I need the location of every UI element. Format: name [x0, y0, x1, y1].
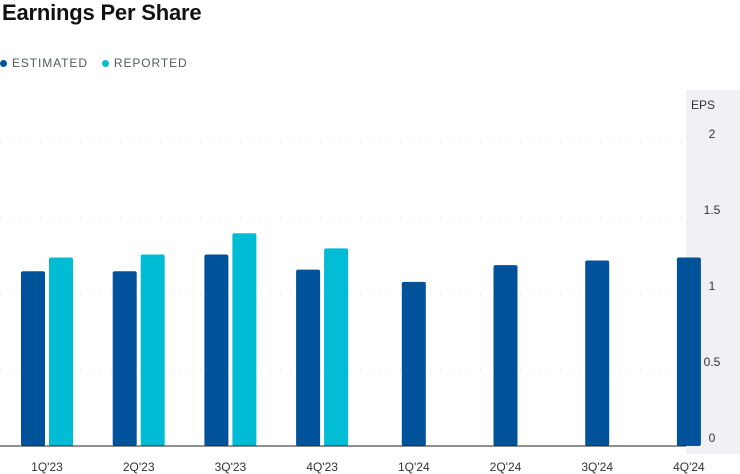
- bar-reported[interactable]: [232, 233, 257, 446]
- bars: [21, 233, 701, 446]
- x-tick-label: 4Q'23: [306, 460, 338, 474]
- bar-reported[interactable]: [140, 254, 165, 446]
- legend-label-estimated: ESTIMATED: [12, 56, 88, 70]
- x-tick-label: 2Q'24: [490, 460, 522, 474]
- y-tick-labels: 0 0.5 1 1.5 2: [704, 127, 721, 445]
- x-tick-labels: 1Q'23 2Q'23 3Q'23 4Q'23 1Q'24 2Q'24 3Q'24 4Q'24: [31, 460, 705, 474]
- bar-estimated[interactable]: [21, 271, 45, 446]
- legend: ESTIMATED REPORTED: [0, 56, 188, 70]
- bar-estimated[interactable]: [112, 271, 137, 446]
- y-tick-label: 2: [709, 127, 716, 141]
- bar-reported[interactable]: [324, 248, 349, 446]
- bar-estimated[interactable]: [204, 254, 229, 446]
- y-tick-label: 0.5: [704, 355, 721, 369]
- bar-estimated[interactable]: [676, 257, 701, 446]
- legend-item-reported[interactable]: REPORTED: [101, 56, 188, 70]
- bar-reported[interactable]: [49, 257, 73, 446]
- y-tick-label: 1: [709, 279, 716, 293]
- bar-estimated[interactable]: [401, 281, 426, 446]
- bar-estimated[interactable]: [493, 265, 518, 446]
- legend-label-reported: REPORTED: [113, 56, 188, 70]
- y-tick-label: 0: [709, 431, 716, 445]
- legend-item-estimated[interactable]: ESTIMATED: [0, 56, 88, 70]
- y-axis-label: EPS: [691, 98, 715, 112]
- x-tick-label: 1Q'23: [31, 460, 63, 474]
- chart-title: Earnings Per Share: [2, 0, 202, 25]
- x-tick-label: 4Q'24: [673, 460, 705, 474]
- x-tick-label: 1Q'24: [398, 460, 430, 474]
- legend-dot-estimated-icon: [0, 59, 7, 67]
- x-tick-label: 3Q'24: [581, 460, 613, 474]
- legend-dot-reported-icon: [101, 59, 109, 67]
- x-tick-label: 2Q'23: [123, 460, 155, 474]
- bar-estimated[interactable]: [296, 269, 321, 446]
- x-tick-label: 3Q'23: [215, 460, 247, 474]
- y-tick-label: 1.5: [704, 203, 721, 217]
- bar-estimated[interactable]: [585, 260, 610, 446]
